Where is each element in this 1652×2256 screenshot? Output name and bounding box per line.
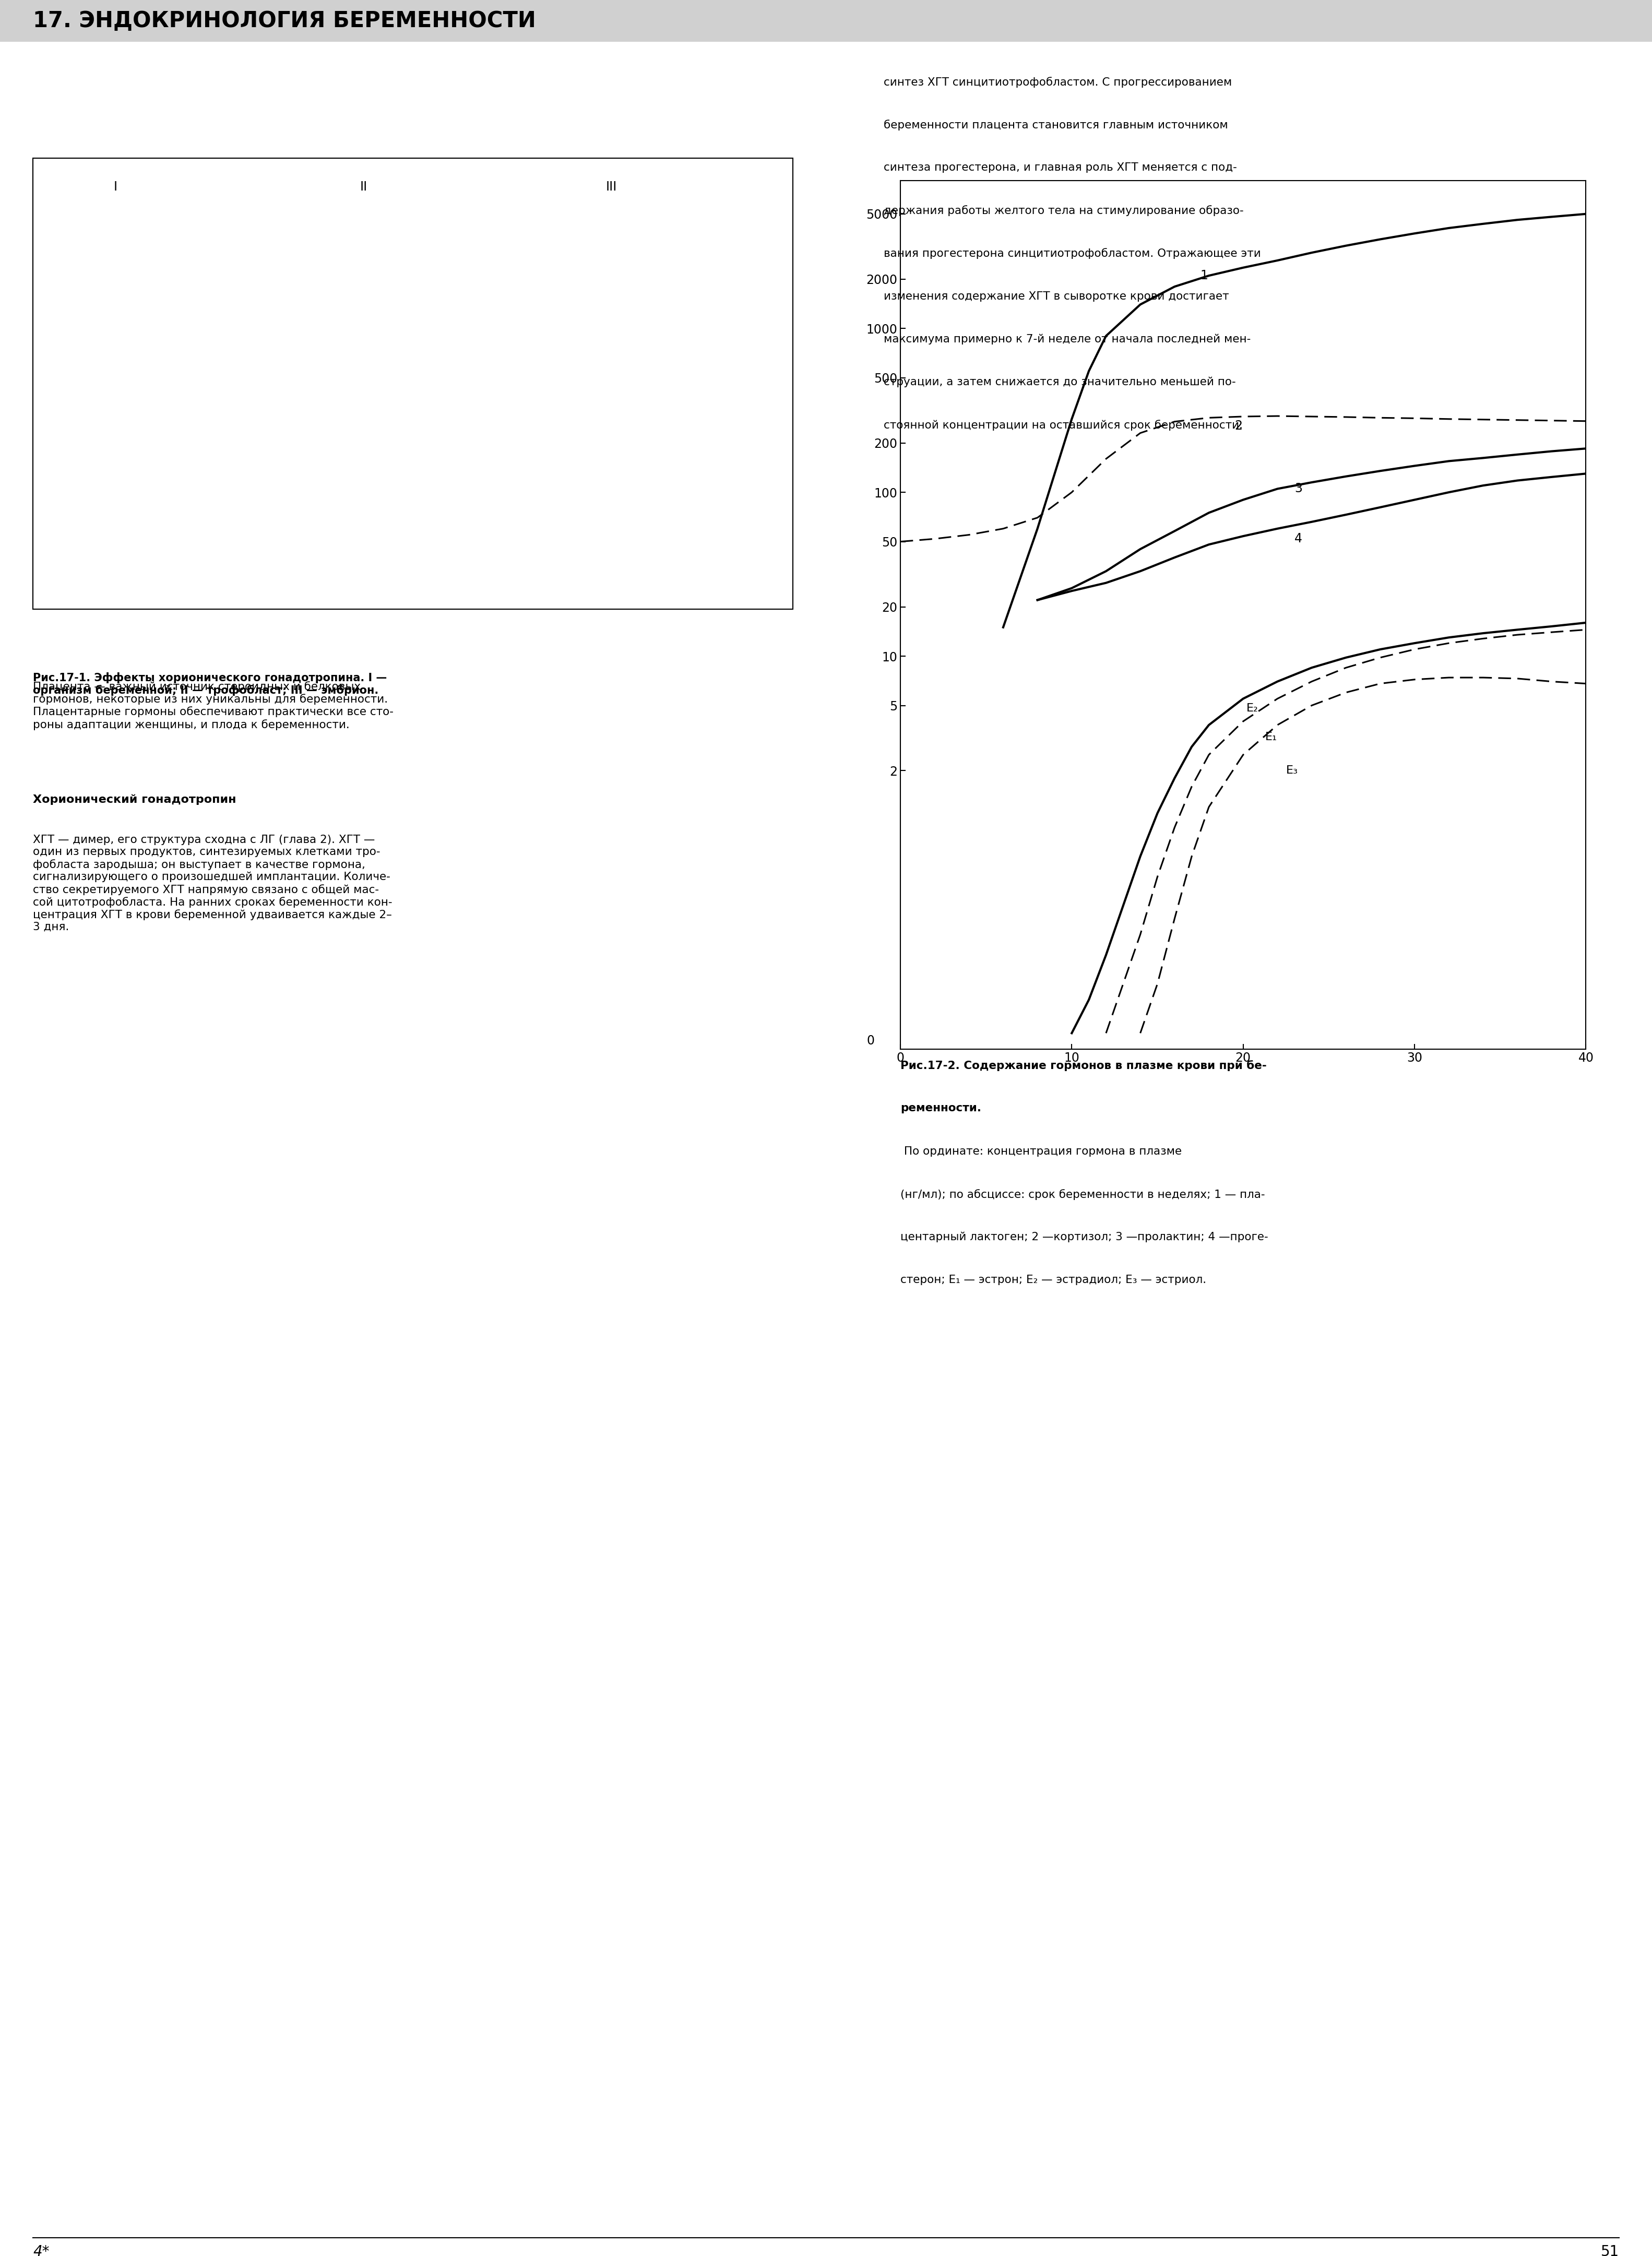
Text: максимума примерно к 7-й неделе от начала последней мен-: максимума примерно к 7-й неделе от начал… xyxy=(884,334,1251,345)
Text: По ординате: концентрация гормона в плазме: По ординате: концентрация гормона в плаз… xyxy=(900,1146,1181,1157)
Text: Рис.17-2. Содержание гормонов в плазме крови при бе-: Рис.17-2. Содержание гормонов в плазме к… xyxy=(900,1060,1267,1072)
Text: 4*: 4* xyxy=(33,2245,50,2256)
Text: 3: 3 xyxy=(1295,483,1302,494)
Text: стерон; E₁ — эстрон; E₂ — эстрадиол; E₃ — эстриол.: стерон; E₁ — эстрон; E₂ — эстрадиол; E₃ … xyxy=(900,1275,1206,1286)
Text: 0: 0 xyxy=(867,1036,874,1047)
Text: I: I xyxy=(114,180,117,194)
Text: Рис.17-1. Эффекты хорионического гонадотропина. I —
организм беременной; II — тр: Рис.17-1. Эффекты хорионического гонадот… xyxy=(33,672,387,697)
Text: 2: 2 xyxy=(1234,420,1242,431)
Text: 17. ЭНДОКРИНОЛОГИЯ БЕРЕМЕННОСТИ: 17. ЭНДОКРИНОЛОГИЯ БЕРЕМЕННОСТИ xyxy=(33,9,537,32)
Text: II: II xyxy=(360,180,367,194)
Text: 1: 1 xyxy=(1201,268,1208,282)
Text: беременности плацента становится главным источником: беременности плацента становится главным… xyxy=(884,120,1227,131)
Text: Плацента — важный источник стероидных и белковых
гормонов, некоторые из них уник: Плацента — важный источник стероидных и … xyxy=(33,681,393,731)
Text: ременности.: ременности. xyxy=(900,1103,981,1114)
Text: III: III xyxy=(606,180,616,194)
Text: E₁: E₁ xyxy=(1265,731,1277,742)
Text: (нг/мл); по абсциссе: срок беременности в неделях; 1 — пла-: (нг/мл); по абсциссе: срок беременности … xyxy=(900,1189,1265,1200)
Text: изменения содержание ХГТ в сыворотке крови достигает: изменения содержание ХГТ в сыворотке кро… xyxy=(884,291,1229,302)
Text: держания работы желтого тела на стимулирование образо-: держания работы желтого тела на стимулир… xyxy=(884,205,1244,217)
Text: ХГТ — димер, его структура сходна с ЛГ (глава 2). ХГТ —
один из первых продуктов: ХГТ — димер, его структура сходна с ЛГ (… xyxy=(33,835,393,932)
Text: вания прогестерона синцитиотрофобластом. Отражающее эти: вания прогестерона синцитиотрофобластом.… xyxy=(884,248,1260,259)
Text: Хорионический гонадотропин: Хорионический гонадотропин xyxy=(33,794,236,805)
Text: E₃: E₃ xyxy=(1285,765,1298,776)
Text: синтез ХГТ синцитиотрофобластом. С прогрессированием: синтез ХГТ синцитиотрофобластом. С прогр… xyxy=(884,77,1232,88)
Text: 51: 51 xyxy=(1601,2245,1619,2256)
Text: E₂: E₂ xyxy=(1247,704,1259,713)
Text: центарный лактоген; 2 —кортизол; 3 —пролактин; 4 —проге-: центарный лактоген; 2 —кортизол; 3 —прол… xyxy=(900,1232,1269,1243)
Text: струации, а затем снижается до значительно меньшей по-: струации, а затем снижается до значитель… xyxy=(884,377,1236,388)
Text: синтеза прогестерона, и главная роль ХГТ меняется с под-: синтеза прогестерона, и главная роль ХГТ… xyxy=(884,162,1237,174)
Text: 4: 4 xyxy=(1295,532,1302,546)
Text: стоянной концентрации на оставшийся срок беременности.: стоянной концентрации на оставшийся срок… xyxy=(884,420,1242,431)
